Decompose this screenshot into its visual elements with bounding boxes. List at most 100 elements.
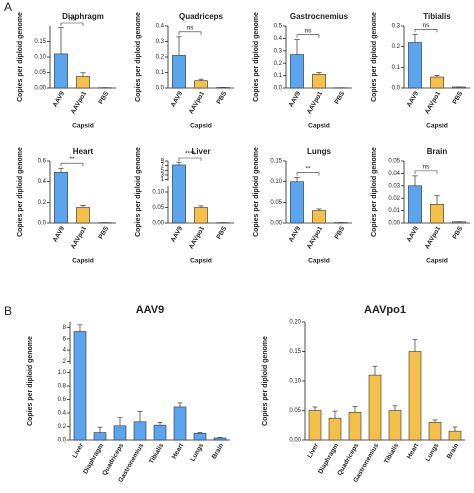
bar bbox=[194, 207, 208, 224]
x-tick-label: AAV9 bbox=[406, 225, 421, 243]
x-tick-label: Lungs bbox=[424, 442, 440, 463]
bar bbox=[113, 425, 127, 441]
bar bbox=[54, 53, 68, 89]
x-tick-label: AAVpo1 bbox=[70, 90, 89, 115]
bar bbox=[430, 204, 444, 224]
y-tick-label: 0.1 bbox=[156, 70, 165, 76]
bar bbox=[328, 417, 342, 441]
y-tick-label: 1 bbox=[161, 177, 165, 183]
bar bbox=[448, 430, 462, 441]
x-tick-label: AAVpo1 bbox=[188, 90, 207, 115]
x-tick-label: AAVpo1 bbox=[188, 225, 207, 250]
y-axis-label: Copies per diploid genome bbox=[135, 12, 142, 102]
significance-label: **** bbox=[185, 151, 196, 158]
x-tick-label: Tibialis bbox=[383, 442, 400, 465]
y-axis-label: Copies per diploid genome bbox=[27, 336, 34, 426]
y-axis-label: Copies per diploid genome bbox=[371, 12, 378, 102]
y-tick-label: 0.2 bbox=[156, 55, 165, 61]
x-tick-label: Tibialis bbox=[148, 442, 165, 465]
y-tick-label: 0.01 bbox=[388, 208, 400, 214]
x-tick-label: PBS bbox=[333, 90, 346, 106]
bar bbox=[76, 76, 90, 89]
y-tick-label: 0.04 bbox=[388, 171, 400, 177]
y-tick-label: 0.2 bbox=[274, 61, 283, 67]
y-tick-label: 0.10 bbox=[289, 379, 301, 385]
bar bbox=[193, 432, 207, 441]
y-axis-label: Copies per diploid genome bbox=[253, 12, 260, 102]
significance-bracket bbox=[414, 28, 438, 33]
y-tick-label: 5 bbox=[161, 168, 165, 174]
y-tick-label: 0.4 bbox=[38, 179, 47, 185]
y-tick-label: 0.10 bbox=[34, 55, 46, 61]
y-tick-label: 7 bbox=[161, 163, 165, 169]
significance-label: ns bbox=[187, 25, 195, 32]
x-tick-label: AAV9 bbox=[288, 90, 303, 108]
x-tick-label: AAV9 bbox=[170, 90, 185, 108]
chart: Tibialis Copies per diploid genome 0.0 0.1 0… bbox=[371, 12, 470, 130]
y-axis-label: Copies per diploid genome bbox=[253, 147, 260, 237]
significance-bracket bbox=[414, 170, 438, 174]
bar bbox=[388, 410, 402, 441]
y-tick-label: 0.00 bbox=[152, 221, 164, 227]
bar bbox=[312, 210, 326, 224]
y-tick-label: 0.05 bbox=[289, 408, 301, 414]
x-tick-label: AAVpo1 bbox=[424, 225, 443, 250]
chart-title: Diaphragm bbox=[62, 12, 104, 21]
y-tick-label: 1.0 bbox=[58, 370, 67, 376]
y-tick-label: 0.20 bbox=[289, 320, 301, 326]
x-tick-label: AAV9 bbox=[288, 225, 303, 243]
x-axis-label: Capsid bbox=[190, 123, 212, 130]
x-tick-label: PBS bbox=[97, 225, 110, 241]
bar bbox=[172, 55, 186, 89]
chart: Quadriceps Copies per diploid genome 0.0 0.… bbox=[135, 12, 234, 130]
y-tick-label: 0.0 bbox=[38, 221, 47, 227]
x-axis-label: Capsid bbox=[426, 258, 448, 265]
y-tick-label: 0.3 bbox=[392, 24, 401, 30]
x-tick-label: PBS bbox=[333, 225, 346, 241]
y-tick-label: 0.15 bbox=[289, 349, 301, 355]
x-tick-label: PBS bbox=[215, 90, 228, 106]
significance-bracket bbox=[60, 162, 84, 167]
y-axis-label: Copies per diploid genome bbox=[262, 336, 269, 426]
y-tick-label: 0.05 bbox=[152, 205, 164, 211]
y-tick-label: 0.6 bbox=[38, 159, 47, 165]
y-tick-label: 0.4 bbox=[156, 24, 165, 30]
y-tick-label: 0.5 bbox=[274, 24, 283, 30]
bar bbox=[428, 421, 442, 441]
chart: Liver Copies per diploid genome 0.00 0.05 0.… bbox=[135, 147, 234, 265]
x-tick-label: PBS bbox=[451, 90, 464, 106]
chart: AAV9 Copies per diploid genome 0.0 0.2 0.4 0.… bbox=[27, 304, 230, 484]
significance-label: ns bbox=[423, 164, 431, 171]
chart-title: AAV9 bbox=[136, 304, 165, 316]
bar bbox=[54, 172, 68, 224]
y-tick-label: 0.0 bbox=[392, 86, 401, 92]
bar bbox=[73, 331, 87, 441]
chart: Lungs Copies per diploid genome 0.00 0.05 0.… bbox=[253, 147, 352, 265]
x-tick-label: AAVpo1 bbox=[306, 225, 325, 250]
y-tick-label: 0.0 bbox=[58, 438, 67, 444]
significance-bracket bbox=[296, 172, 320, 176]
x-axis-label: Capsid bbox=[72, 258, 94, 265]
panel-label: A bbox=[4, 0, 12, 14]
x-tick-label: PBS bbox=[97, 90, 110, 106]
bar bbox=[430, 76, 444, 89]
significance-bracket bbox=[178, 31, 202, 35]
significance-label: ** bbox=[305, 165, 311, 172]
x-tick-label: AAVpo1 bbox=[70, 225, 89, 250]
x-tick-label: AAV9 bbox=[170, 225, 185, 243]
y-tick-label: 0.1 bbox=[392, 65, 401, 71]
bar bbox=[290, 54, 304, 89]
y-tick-label: 0.2 bbox=[38, 200, 47, 206]
bar bbox=[290, 181, 304, 224]
x-tick-label: Liver bbox=[71, 442, 85, 459]
y-tick-label: 0.02 bbox=[388, 196, 400, 202]
bar bbox=[173, 406, 187, 441]
x-axis-label: Capsid bbox=[72, 123, 94, 130]
bar bbox=[194, 80, 208, 89]
significance-label: ** bbox=[69, 156, 75, 163]
y-tick-label: 0.00 bbox=[289, 438, 301, 444]
x-tick-label: AAV9 bbox=[52, 90, 67, 108]
significance-bracket bbox=[296, 34, 320, 38]
panel-label: B bbox=[4, 304, 12, 318]
